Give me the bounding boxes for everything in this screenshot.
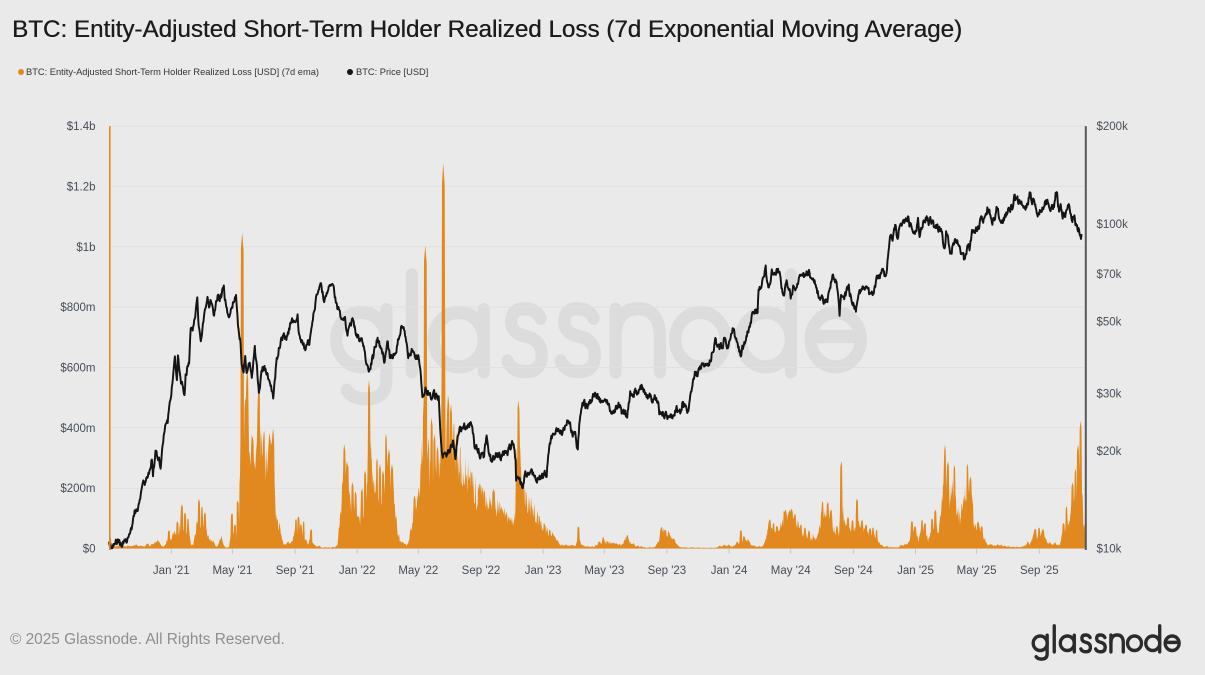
- svg-text:May '21: May '21: [212, 565, 252, 577]
- svg-text:Jan '21: Jan '21: [153, 565, 190, 577]
- svg-text:May '24: May '24: [771, 565, 812, 577]
- svg-text:$100k: $100k: [1097, 219, 1129, 231]
- svg-text:$600m: $600m: [60, 363, 95, 375]
- svg-text:Sep '21: Sep '21: [276, 565, 315, 577]
- svg-text:$200k: $200k: [1097, 121, 1129, 133]
- svg-text:$1.4b: $1.4b: [67, 121, 96, 133]
- svg-text:$800m: $800m: [60, 302, 95, 314]
- svg-text:$400m: $400m: [60, 423, 95, 435]
- svg-text:Sep '25: Sep '25: [1020, 565, 1059, 577]
- svg-text:Sep '24: Sep '24: [834, 565, 873, 577]
- svg-text:$50k: $50k: [1097, 317, 1122, 329]
- svg-text:$200m: $200m: [60, 483, 95, 495]
- svg-text:Jan '23: Jan '23: [525, 565, 562, 577]
- svg-text:Jan '25: Jan '25: [897, 565, 934, 577]
- svg-text:Jan '24: Jan '24: [711, 565, 748, 577]
- svg-text:$30k: $30k: [1097, 389, 1122, 401]
- svg-text:$20k: $20k: [1097, 446, 1122, 458]
- svg-text:$70k: $70k: [1097, 269, 1122, 281]
- svg-text:$1b: $1b: [76, 242, 95, 254]
- svg-text:May '23: May '23: [584, 565, 624, 577]
- svg-text:$10k: $10k: [1097, 544, 1122, 556]
- svg-text:Jan '22: Jan '22: [339, 565, 376, 577]
- svg-text:$1.2b: $1.2b: [67, 181, 96, 193]
- svg-text:$0: $0: [83, 544, 96, 556]
- svg-text:May '25: May '25: [957, 565, 997, 577]
- svg-text:Sep '23: Sep '23: [648, 565, 687, 577]
- svg-text:May '22: May '22: [398, 565, 438, 577]
- svg-text:Sep '22: Sep '22: [462, 565, 501, 577]
